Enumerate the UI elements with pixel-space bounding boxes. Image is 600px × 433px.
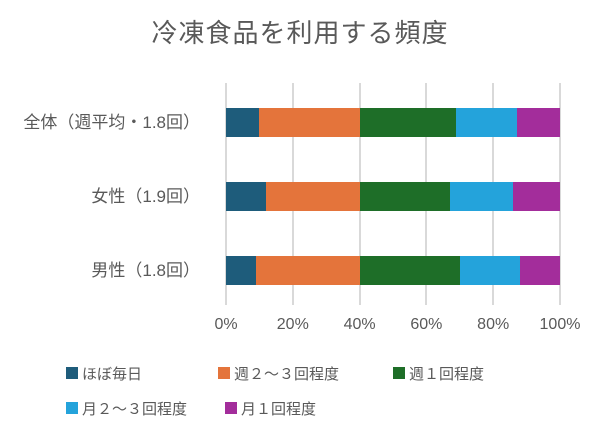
bar-segment [519,255,560,285]
legend-label: 月１回程度 [241,400,317,418]
legend-item: 週２～３回程度 [218,364,340,383]
x-tick-label: 20% [276,316,309,333]
bar-segment [266,181,360,211]
bar-row [226,181,560,211]
legend-item: ほぼ毎日 [66,364,143,383]
bar-segment [516,107,560,137]
bar-row [226,255,560,285]
gridline [559,83,561,305]
category-label: 女性（1.9回） [91,186,200,206]
bar-segment [226,181,267,211]
bar-segment [513,181,560,211]
legend-swatch [66,402,78,414]
chart-title: 冷凍食品を利用する頻度 [151,18,449,48]
legend-item: 週１回程度 [393,364,485,383]
x-tick-label: 60% [410,316,443,333]
category-label: 全体（週平均・1.8回） [23,112,200,132]
bar-segment [449,181,514,211]
x-tick-label: 0% [214,316,238,333]
legend-swatch [218,367,230,379]
legend-swatch [225,402,237,414]
legend-label: 週２～３回程度 [234,365,340,383]
plot-area [225,83,561,305]
legend-label: 月２～３回程度 [82,400,188,418]
x-tick-label: 100% [539,316,581,333]
bar-segment [226,255,257,285]
bar-segment [459,255,520,285]
x-tick-label: 40% [343,316,376,333]
bar-segment [456,107,517,137]
legend-label: ほぼ毎日 [82,365,143,383]
legend-item: 月１回程度 [225,399,317,418]
bar-segment [259,107,360,137]
legend-item: 月２～３回程度 [66,399,188,418]
bar-segment [226,107,260,137]
x-tick-label: 80% [477,316,510,333]
bar-segment [359,181,450,211]
bar-row [226,107,560,137]
category-label: 男性（1.8回） [91,260,200,280]
bar-segment [359,107,457,137]
legend-swatch [393,367,405,379]
legend-swatch [66,367,78,379]
legend-label: 週１回程度 [409,365,485,383]
bar-segment [359,255,460,285]
bar-segment [256,255,360,285]
